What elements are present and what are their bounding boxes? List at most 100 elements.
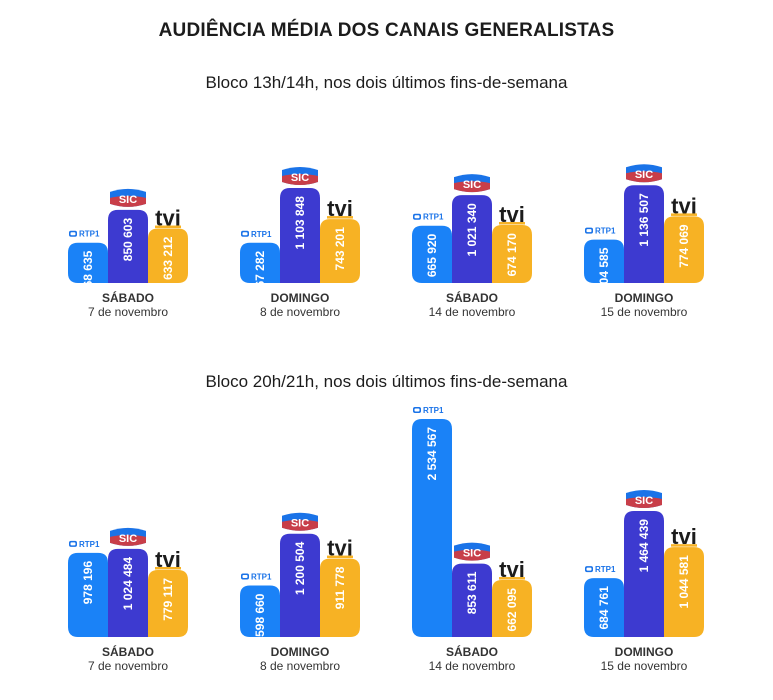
bar-value-rtp1: 504 585 xyxy=(597,247,611,291)
rtp1-logo-icon: RTP1 xyxy=(241,230,272,239)
tvi-logo-icon: tvi xyxy=(327,196,353,221)
sic-logo-text: SIC xyxy=(291,518,309,530)
bar-sic xyxy=(624,511,664,637)
rtp1-logo-icon: RTP1 xyxy=(69,540,100,549)
group-2-1: 978 196 RTP1 1 024 484 SIC 779 117 tvi SÁBADO7… xyxy=(68,527,188,673)
rtp1-logo-text: RTP1 xyxy=(251,573,272,582)
group-day-label: SÁBADO xyxy=(446,290,498,305)
bar-tvi xyxy=(492,225,532,283)
rtp1-logo-text: RTP1 xyxy=(595,227,616,236)
bar-sic xyxy=(108,548,148,637)
bar-tvi xyxy=(148,569,188,637)
group-date-label: 14 de novembro xyxy=(429,659,516,673)
sic-logo-icon: SIC xyxy=(454,542,490,561)
group-day-label: DOMINGO xyxy=(271,291,330,305)
group-1-4: 504 585 RTP1 1 136 507 SIC 774 069 tvi DOMINGO… xyxy=(584,164,704,319)
bar-value-sic: 1 136 507 xyxy=(637,193,651,247)
bar-value-rtp1: 684 761 xyxy=(597,586,611,630)
bar-value-tvi: 674 170 xyxy=(505,233,519,277)
bar-value-rtp1: 467 282 xyxy=(253,250,267,294)
rtp1-logo-icon: RTP1 xyxy=(585,565,616,574)
rtp1-logo-text: RTP1 xyxy=(79,540,100,549)
bar-value-rtp1: 468 635 xyxy=(81,250,95,294)
rtp1-logo-icon: RTP1 xyxy=(69,230,100,239)
bar-sic xyxy=(108,209,148,283)
sic-logo-text: SIC xyxy=(463,179,481,191)
group-day-label: DOMINGO xyxy=(615,291,674,305)
rtp1-logo-icon: RTP1 xyxy=(585,227,616,236)
bar-rtp1 xyxy=(240,242,280,283)
group-2-4: 684 761 RTP1 1 464 439 SIC 1 044 581 tvi DOMIN… xyxy=(584,490,704,673)
sic-logo-text: SIC xyxy=(119,533,137,545)
sic-logo-icon: SIC xyxy=(110,527,146,546)
bar-rtp1 xyxy=(412,419,452,637)
tvi-logo-icon: tvi xyxy=(671,524,697,549)
group-day-label: SÁBADO xyxy=(446,644,498,659)
bar-value-tvi: 743 201 xyxy=(333,227,347,271)
rtp1-logo-icon: RTP1 xyxy=(413,213,444,222)
bar-tvi xyxy=(664,547,704,637)
sic-logo-text: SIC xyxy=(635,495,653,507)
tvi-logo-icon: tvi xyxy=(155,547,181,572)
sic-logo-text: SIC xyxy=(291,172,309,184)
bar-value-tvi: 662 095 xyxy=(505,588,519,632)
tvi-logo-icon: tvi xyxy=(155,206,181,231)
group-date-label: 14 de novembro xyxy=(429,305,516,319)
bar-rtp1 xyxy=(412,225,452,283)
bar-value-rtp1: 2 534 567 xyxy=(425,427,439,481)
group-day-label: DOMINGO xyxy=(271,645,330,659)
bar-value-rtp1: 978 196 xyxy=(81,561,95,605)
group-date-label: 8 de novembro xyxy=(260,659,340,673)
group-1-3: 665 920 RTP1 1 021 340 SIC 674 170 tvi SÁBADO1… xyxy=(412,174,532,319)
bar-value-sic: 1 464 439 xyxy=(637,519,651,573)
sic-logo-icon: SIC xyxy=(626,490,662,509)
bar-rtp1 xyxy=(240,585,280,637)
bar-value-tvi: 779 117 xyxy=(161,578,175,621)
tvi-logo-icon: tvi xyxy=(499,202,525,227)
tvi-logo-icon: tvi xyxy=(671,193,697,218)
rtp1-logo-text: RTP1 xyxy=(423,213,444,222)
bar-value-rtp1: 665 920 xyxy=(425,233,439,277)
bar-tvi xyxy=(320,219,360,283)
rtp1-logo-icon: RTP1 xyxy=(241,573,272,582)
bar-tvi xyxy=(148,228,188,283)
group-day-label: DOMINGO xyxy=(615,645,674,659)
sic-logo-text: SIC xyxy=(463,548,481,560)
group-1-2: 467 282 RTP1 1 103 848 SIC 743 201 tvi DOMINGO… xyxy=(240,167,360,319)
sic-logo-icon: SIC xyxy=(282,512,318,531)
tvi-logo-icon: tvi xyxy=(499,557,525,582)
group-date-label: 7 de novembro xyxy=(88,659,168,673)
bar-value-tvi: 911 778 xyxy=(333,566,347,609)
sic-logo-icon: SIC xyxy=(454,174,490,193)
bar-rtp1 xyxy=(584,578,624,637)
group-day-label: SÁBADO xyxy=(102,290,154,305)
sic-logo-icon: SIC xyxy=(282,167,318,186)
sic-logo-text: SIC xyxy=(635,169,653,181)
bar-rtp1 xyxy=(584,239,624,283)
bar-rtp1 xyxy=(68,552,108,637)
group-date-label: 7 de novembro xyxy=(88,305,168,319)
block-1-title: Bloco 13h/14h, nos dois últimos fins-de-… xyxy=(205,73,568,92)
tvi-logo-icon: tvi xyxy=(327,536,353,561)
group-day-label: SÁBADO xyxy=(102,644,154,659)
rtp1-logo-text: RTP1 xyxy=(79,230,100,239)
bar-value-sic: 1 021 340 xyxy=(465,203,479,257)
bar-sic xyxy=(280,188,320,283)
page-title: AUDIÊNCIA MÉDIA DOS CANAIS GENERALISTAS xyxy=(158,20,615,41)
group-2-3: 2 534 567 RTP1 853 611 SIC 662 095 tvi SÁBADO1… xyxy=(412,406,532,673)
bar-sic xyxy=(452,195,492,283)
rtp1-logo-text: RTP1 xyxy=(595,565,616,574)
block-2-title: Bloco 20h/21h, nos dois últimos fins-de-… xyxy=(205,372,568,391)
sic-logo-icon: SIC xyxy=(626,164,662,183)
group-date-label: 8 de novembro xyxy=(260,305,340,319)
group-2-2: 598 660 RTP1 1 200 504 SIC 911 778 tvi DOMINGO… xyxy=(240,512,360,673)
bar-tvi xyxy=(664,216,704,283)
bar-value-sic: 1 200 504 xyxy=(293,541,307,595)
bar-rtp1 xyxy=(68,242,108,283)
sic-logo-icon: SIC xyxy=(110,188,146,207)
bar-tvi xyxy=(492,580,532,637)
bar-value-rtp1: 598 660 xyxy=(253,593,267,637)
bar-value-sic: 1 024 484 xyxy=(121,557,135,611)
